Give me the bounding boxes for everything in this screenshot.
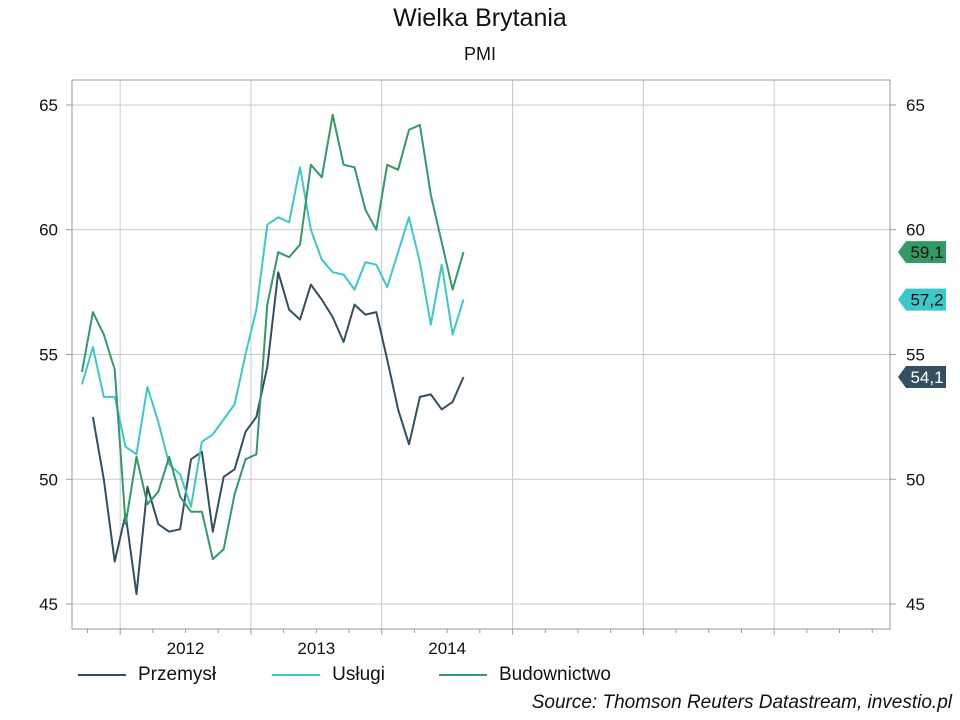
y-tick-label-left: 45 (39, 595, 58, 614)
end-label-tag (898, 365, 946, 388)
source-note: Source: Thomson Reuters Datastream, inve… (531, 692, 952, 713)
chart-subtitle: PMI (463, 44, 496, 64)
axis-ticks (66, 104, 896, 635)
series-line-2 (81, 113, 465, 561)
end-label-tag (898, 241, 946, 264)
y-tick-label-left: 50 (39, 470, 58, 489)
end-label-tag (898, 288, 946, 311)
x-tick-label: 2014 (428, 639, 466, 658)
y-tick-label-left: 60 (39, 221, 58, 240)
y-tick-label-left: 55 (39, 346, 58, 365)
end-value-labels: 54,1 57,2 59,1 (898, 241, 946, 388)
y-tick-label-right: 55 (906, 346, 925, 365)
legend-label: Przemysł (138, 664, 217, 685)
y-tick-label-right: 60 (906, 221, 925, 240)
legend-label: Budownictwo (498, 664, 611, 685)
x-tick-label: 2013 (297, 639, 335, 658)
grid-lines (72, 80, 890, 629)
y-tick-label-left: 65 (39, 96, 58, 115)
legend-item-uslugi: Usługi (272, 664, 385, 686)
y-tick-label-right: 50 (906, 470, 925, 489)
end-value-label: 54,1 (910, 368, 943, 387)
legend: Przemysł Usługi Budownictwo (78, 664, 611, 686)
y-tick-label-right: 65 (906, 96, 925, 115)
series-line-1 (81, 166, 465, 508)
legend-label: Usługi (332, 664, 385, 685)
end-value-label: 57,2 (910, 291, 943, 310)
legend-item-budownictwo: Budownictwo (438, 664, 611, 686)
x-tick-label: 2012 (167, 639, 205, 658)
y-tick-label-right: 45 (906, 595, 925, 614)
legend-item-przemysl: Przemysł (78, 664, 216, 686)
series-lines (81, 113, 465, 596)
legend-swatch (272, 674, 321, 676)
series-line-0 (91, 271, 465, 596)
end-value-label: 59,1 (910, 243, 943, 262)
axis-labels: 45 45 50 50 55 55 60 60 65 65 2012 2013 2014 (39, 96, 925, 658)
chart-title: Wielka Brytania (393, 4, 567, 32)
legend-swatch (438, 674, 487, 676)
legend-swatch (78, 674, 126, 676)
